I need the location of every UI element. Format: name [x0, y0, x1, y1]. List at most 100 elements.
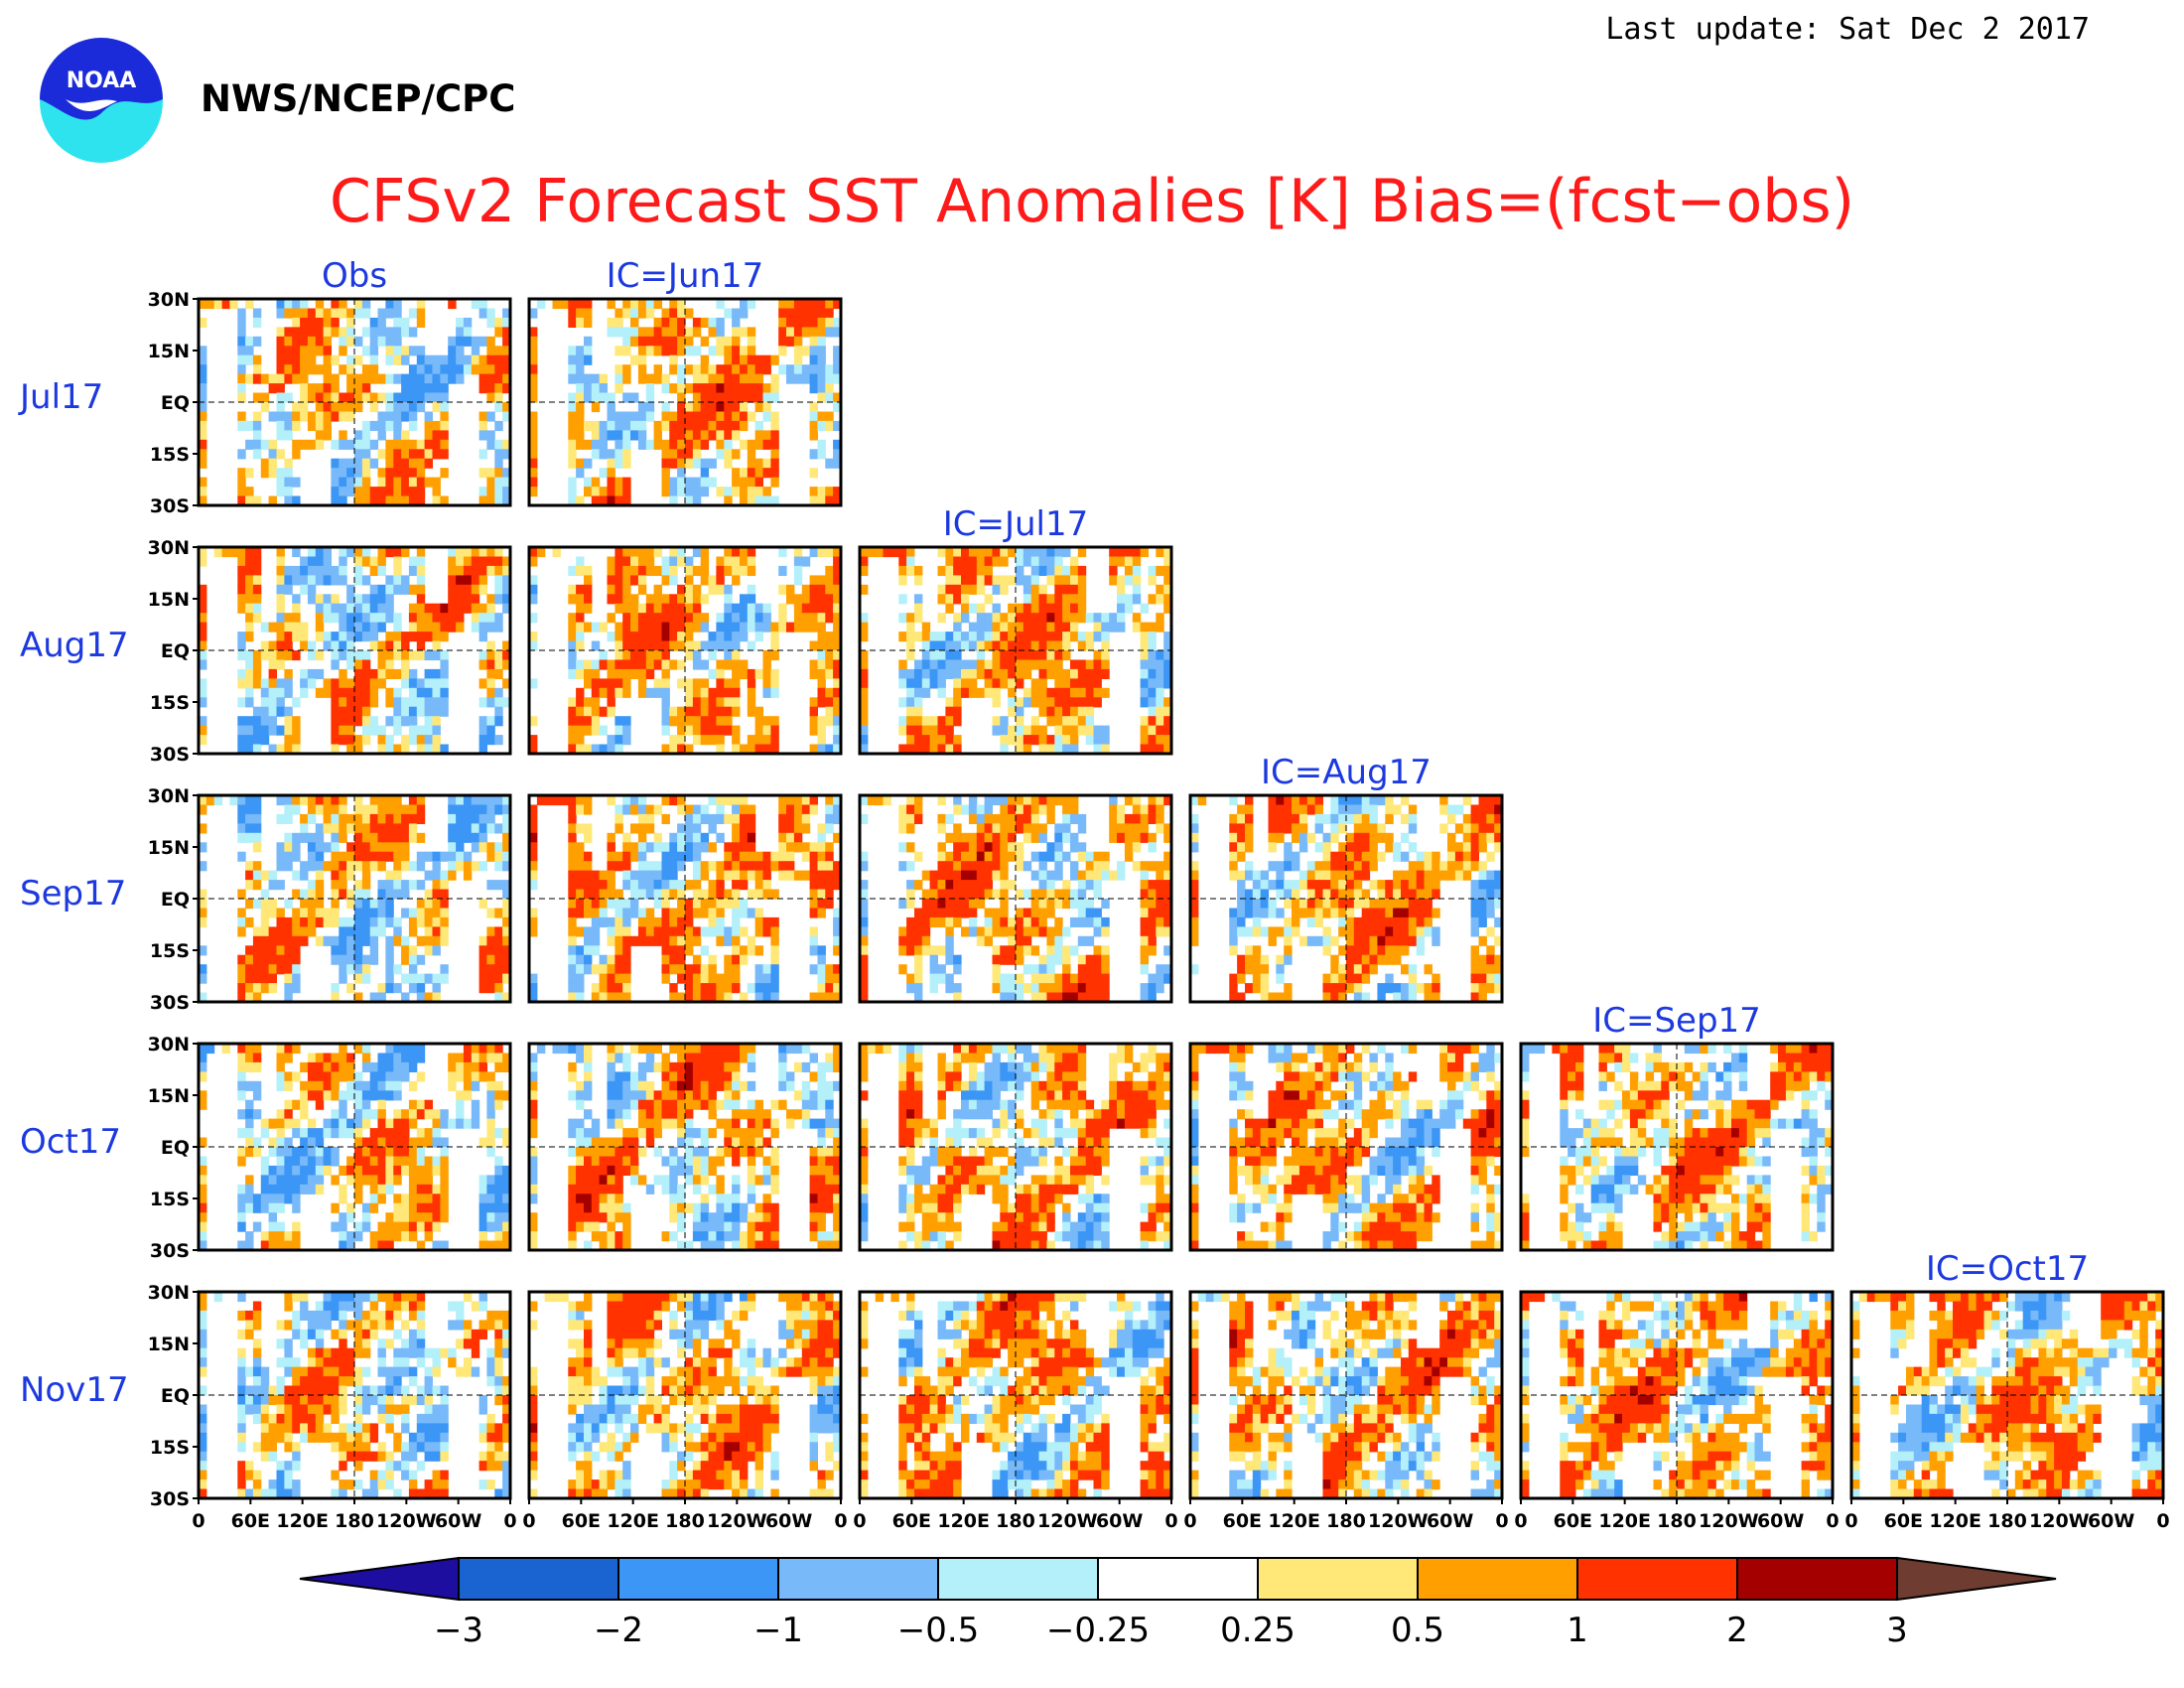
colorbar-segment	[1097, 1557, 1259, 1601]
colorbar-tick-label: −3	[434, 1611, 483, 1650]
panel-oct17-ic-aug17	[1188, 1042, 1504, 1252]
colorbar: −3 −2 −1 −0.5 −0.25 0.25 0.5 1 2 3	[299, 1556, 2057, 1650]
panel-frame	[858, 545, 1173, 756]
panel-aug17-obs: 30N 15N EQ 15S 30S	[148, 537, 512, 766]
lon-tick-label: 120E	[276, 1510, 329, 1532]
lat-tick-label: 30S	[150, 744, 190, 766]
lon-tick-label: 120E	[1929, 1510, 1981, 1532]
column-title-ic-jun17: IC=Jun17	[607, 256, 764, 296]
lon-tick-label: 0	[1495, 1510, 1508, 1532]
lat-tick-label: 15S	[150, 1189, 190, 1210]
lat-tick-label: 30N	[148, 1282, 190, 1304]
colorbar-min-arrow	[299, 1556, 460, 1602]
lon-tick-label: 0	[522, 1510, 535, 1532]
lat-tick-label: 15N	[148, 1334, 190, 1355]
lat-tick-label: 30N	[148, 1034, 190, 1055]
lon-tick-label: 0	[192, 1510, 205, 1532]
panel-aug17-ic-jun17	[527, 545, 843, 756]
lon-tick-label: 120E	[937, 1510, 990, 1532]
lon-tick-label: 120W	[1699, 1510, 1759, 1532]
colorbar-segment	[458, 1557, 619, 1601]
column-title-obs: Obs	[322, 256, 387, 296]
lat-tick-label: 15N	[148, 837, 190, 859]
lon-tick-label: 180	[996, 1510, 1035, 1532]
panel-oct17-ic-jul17	[858, 1042, 1173, 1252]
colorbar-tick-label: −0.25	[1046, 1611, 1150, 1650]
chart-title: CFSv2 Forecast SST Anomalies [K] Bias=(f…	[329, 167, 1855, 236]
lon-tick-label: 180	[335, 1510, 374, 1532]
lat-tick-label: EQ	[161, 1137, 190, 1159]
panel-oct17-ic-sep17	[1519, 1042, 1835, 1252]
row-label-jul17: Jul17	[18, 377, 103, 417]
lat-tick-label: 30N	[148, 537, 190, 559]
lon-tick-label: 60E	[231, 1510, 270, 1532]
lon-tick-label: 60W	[1096, 1510, 1143, 1532]
lon-tick-label: 120W	[707, 1510, 767, 1532]
colorbar-tick-label: −1	[753, 1611, 803, 1650]
lon-tick-label: 60W	[1427, 1510, 1473, 1532]
lon-tick-label: 60E	[1223, 1510, 1262, 1532]
lon-tick-label: 60W	[1757, 1510, 1804, 1532]
panel-oct17-ic-jun17	[527, 1042, 843, 1252]
colorbar-tick-label: 0.5	[1391, 1611, 1444, 1650]
colorbar-segment	[617, 1557, 779, 1601]
lon-tick-label: 120E	[1268, 1510, 1320, 1532]
panel-frame	[858, 1042, 1173, 1252]
panel-oct17-obs: 30N 15N EQ 15S 30S	[148, 1034, 512, 1262]
lat-tick-label: 30S	[150, 1240, 190, 1262]
lat-tick-label: 15S	[150, 692, 190, 714]
colorbar-tick-label: 2	[1726, 1611, 1748, 1650]
lon-tick-label: 180	[1657, 1510, 1697, 1532]
lat-tick-label: 15N	[148, 589, 190, 611]
panel-sep17-ic-aug17	[1188, 793, 1504, 1004]
lon-tick-label: 120W	[1037, 1510, 1098, 1532]
lat-tick-label: EQ	[161, 1385, 190, 1407]
lat-tick-label: 30S	[150, 992, 190, 1014]
lat-tick-label: 30S	[150, 1488, 190, 1510]
lat-tick-label: 15N	[148, 341, 190, 362]
panel-sep17-ic-jul17	[858, 793, 1173, 1004]
panel-frame	[527, 297, 843, 507]
colorbar-segment	[937, 1557, 1099, 1601]
panel-frame	[1188, 793, 1504, 1004]
panel-frame	[527, 1042, 843, 1252]
lon-tick-label: 60E	[892, 1510, 931, 1532]
lon-tick-label: 120E	[607, 1510, 659, 1532]
lon-tick-label: 60E	[1554, 1510, 1592, 1532]
lon-tick-label: 180	[665, 1510, 705, 1532]
panel-frame	[1188, 1042, 1504, 1252]
panel-sep17-ic-jun17	[527, 793, 843, 1004]
column-title-ic-jul17: IC=Jul17	[943, 504, 1089, 544]
colorbar-segment	[1576, 1557, 1738, 1601]
lon-tick-label: 0	[1514, 1510, 1527, 1532]
colorbar-segment	[777, 1557, 939, 1601]
lat-tick-label: 30S	[150, 495, 190, 517]
logo-text: NOAA	[67, 69, 137, 93]
lon-tick-label: 0	[853, 1510, 866, 1532]
panel-aug17-ic-jul17	[858, 545, 1173, 756]
colorbar-segment	[1736, 1557, 1898, 1601]
column-title-ic-aug17: IC=Aug17	[1261, 753, 1432, 792]
column-title-ic-sep17: IC=Sep17	[1592, 1001, 1761, 1041]
panel-sep17-obs: 30N 15N EQ 15S 30S	[148, 785, 512, 1014]
colorbar-max-arrow	[1896, 1556, 2057, 1602]
lat-tick-label: EQ	[161, 392, 190, 414]
row-label-oct17: Oct17	[20, 1122, 121, 1162]
lon-tick-label: 0	[1844, 1510, 1857, 1532]
lon-tick-label: 60W	[2088, 1510, 2134, 1532]
lon-tick-label: 120E	[1598, 1510, 1651, 1532]
lat-tick-label: 30N	[148, 785, 190, 807]
lat-tick-label: 30N	[148, 289, 190, 311]
panel-frame	[858, 793, 1173, 1004]
column-title-ic-oct17: IC=Oct17	[1926, 1249, 2089, 1289]
lon-tick-label: 180	[1987, 1510, 2027, 1532]
lon-tick-label: 0	[1826, 1510, 1839, 1532]
lon-tick-label: 120W	[2029, 1510, 2090, 1532]
